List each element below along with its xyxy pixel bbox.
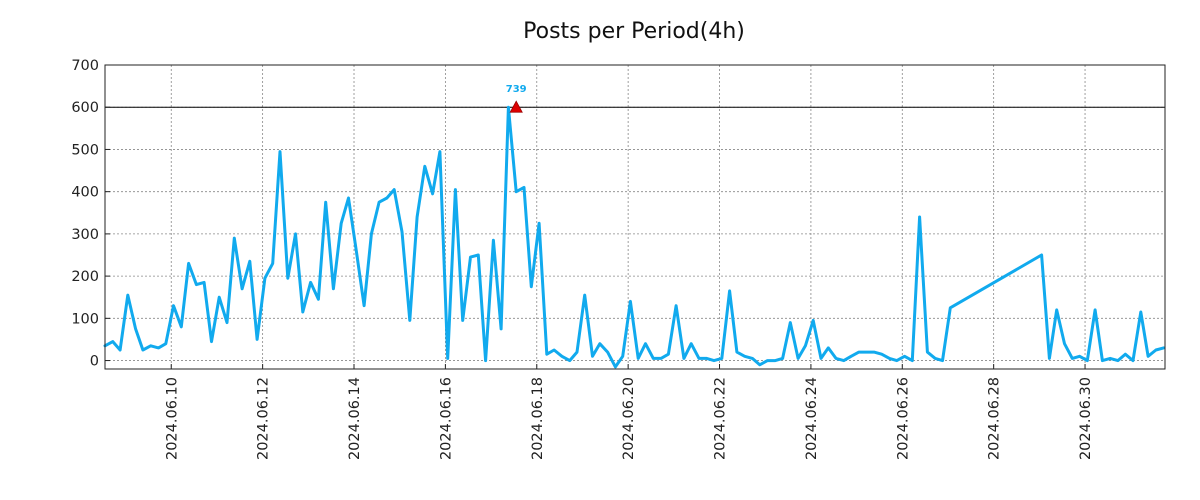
x-tick-label: 2024.06.14 [347,377,363,460]
x-tick-label: 2024.06.26 [895,377,911,460]
series-line [103,105,1166,369]
plot-area [104,64,1166,370]
x-tick-label: 2024.06.28 [987,377,1003,460]
y-axis: 0 100 200 300 400 500 600 700 [71,58,110,370]
annotations: 739 [506,84,527,113]
peak-label: 739 [506,84,527,95]
x-tick-label: 2024.06.22 [713,377,729,460]
x-tick-label: 2024.06.30 [1078,377,1094,460]
x-axis: 2024.06.10 2024.06.12 2024.06.14 2024.06.16… [164,364,1094,460]
y-tick-label: 600 [71,100,99,116]
x-tick-label: 2024.06.24 [804,377,820,460]
x-tick-label: 2024.06.18 [530,377,546,460]
y-tick-label: 300 [71,227,99,243]
series-layer [103,105,1166,369]
x-tick-label: 2024.06.16 [438,377,454,460]
grid [105,64,1165,369]
x-tick-label: 2024.06.20 [621,377,637,460]
y-tick-label: 100 [71,311,99,327]
y-tick-label: 200 [71,269,99,285]
chart-title: Posts per Period(4h) [523,19,745,44]
x-tick-label: 2024.06.10 [164,377,180,460]
y-tick-label: 700 [71,58,99,74]
y-tick-label: 500 [71,142,99,158]
y-tick-label: 400 [71,185,99,201]
x-tick-label: 2024.06.12 [256,377,272,460]
y-tick-label: 0 [90,354,99,370]
peak-marker [509,100,523,113]
